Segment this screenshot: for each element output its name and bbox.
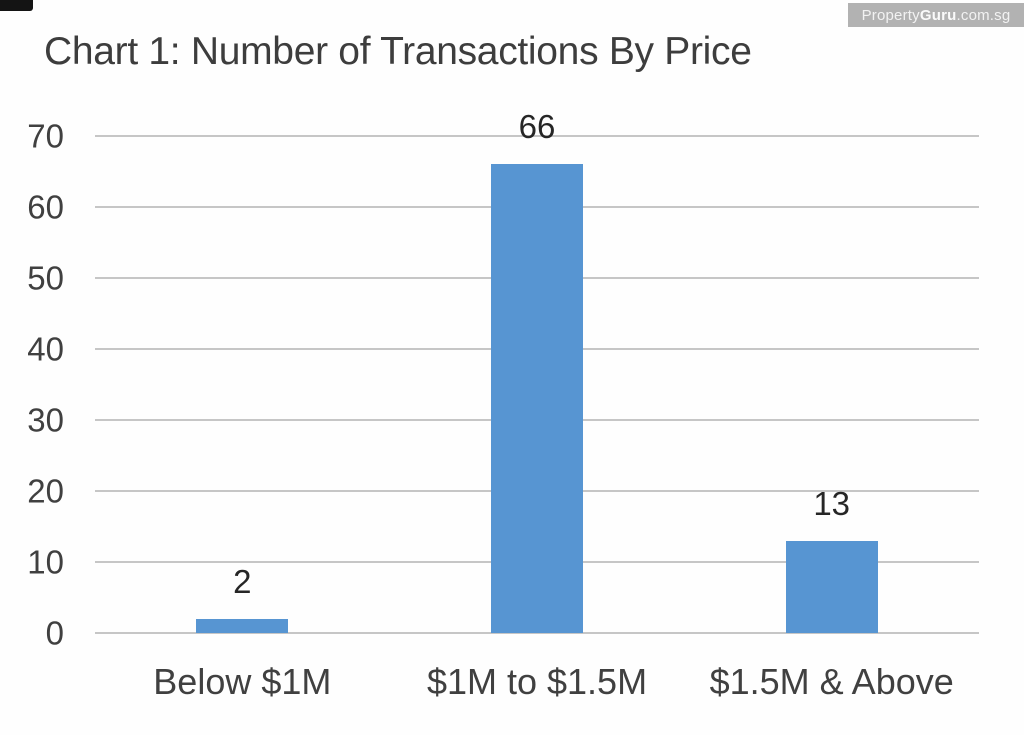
x-category-label-1: $1M to $1.5M bbox=[426, 661, 648, 702]
y-tick-label-70: 70 bbox=[27, 117, 64, 155]
bar-slot-1: 66 bbox=[390, 110, 685, 633]
bar-slot-2: 13 bbox=[684, 136, 979, 633]
y-axis: 0 10 20 30 40 50 60 70 bbox=[0, 120, 64, 650]
y-tick-label-0: 0 bbox=[45, 614, 64, 652]
x-category-label-2: $1.5M & Above bbox=[709, 661, 954, 702]
data-label-2: 13 bbox=[813, 484, 851, 522]
watermark-prefix: Property bbox=[861, 6, 920, 24]
bars-layer: 2 66 13 bbox=[95, 110, 979, 633]
watermark-brand-bold: Guru bbox=[919, 6, 957, 24]
y-tick-label-60: 60 bbox=[27, 188, 64, 226]
y-tick-label-20: 20 bbox=[27, 472, 64, 510]
x-axis: Below $1M $1M to $1.5M $1.5M & Above bbox=[95, 662, 979, 702]
watermark: Property Guru .com.sg bbox=[848, 3, 1024, 27]
bar-slot-0: 2 bbox=[95, 136, 390, 633]
data-label-1: 66 bbox=[518, 108, 556, 146]
watermark-suffix: .com.sg bbox=[956, 6, 1011, 24]
gridline-0 bbox=[95, 632, 979, 634]
data-label-0: 2 bbox=[233, 562, 252, 600]
y-tick-label-30: 30 bbox=[27, 401, 64, 439]
x-category-label-0: Below $1M bbox=[153, 661, 332, 702]
bar-0 bbox=[196, 618, 289, 633]
bar-1 bbox=[491, 164, 583, 633]
chart-title: Chart 1: Number of Transactions By Price bbox=[44, 30, 752, 73]
y-tick-label-40: 40 bbox=[27, 330, 64, 368]
plot-area: 2 66 13 bbox=[95, 110, 979, 634]
bar-2 bbox=[785, 540, 878, 633]
y-tick-label-10: 10 bbox=[27, 543, 64, 581]
y-tick-label-50: 50 bbox=[27, 259, 64, 297]
corner-artifact bbox=[0, 0, 33, 11]
gridline-70 bbox=[95, 135, 979, 137]
